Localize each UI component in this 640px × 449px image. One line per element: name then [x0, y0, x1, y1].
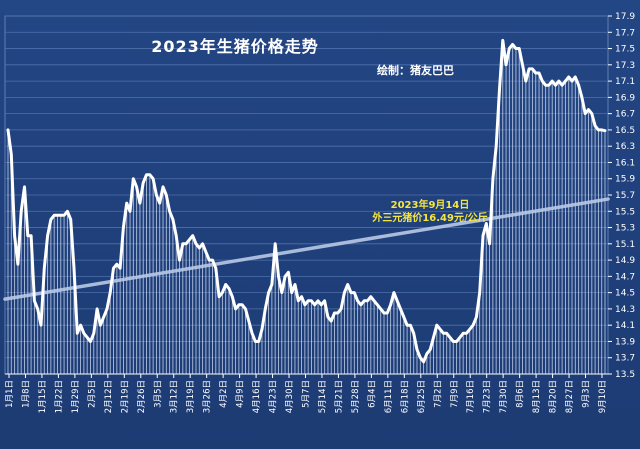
y-tick-label: 16.3 — [615, 142, 635, 152]
y-tick-label: 14.3 — [615, 305, 635, 315]
annotation-date: 2023年9月14日 — [390, 200, 470, 211]
x-tick-label: 8月20日 — [549, 380, 559, 413]
x-tick-label: 4月23日 — [269, 380, 279, 413]
x-tick-label: 7月30日 — [499, 380, 509, 413]
x-tick-label: 1月29日 — [71, 380, 81, 413]
y-tick-label: 15.5 — [615, 207, 635, 217]
y-tick-label: 14.1 — [615, 321, 635, 331]
x-tick-label: 8月6日 — [516, 380, 526, 408]
x-tick-label: 5月14日 — [318, 380, 328, 413]
y-tick-label: 14.5 — [615, 289, 635, 299]
x-tick-label: 3月26日 — [203, 380, 213, 413]
y-tick-label: 14.9 — [615, 256, 635, 266]
x-tick-label: 2月26日 — [137, 380, 147, 413]
x-tick-label: 5月21日 — [334, 380, 344, 413]
y-tick-label: 15.9 — [615, 175, 635, 185]
x-tick-label: 6月25日 — [417, 380, 427, 413]
y-tick-label: 16.7 — [615, 110, 635, 120]
chart-subtitle: 绘制：猪友巴巴 — [377, 64, 454, 77]
price-series-line — [6, 38, 607, 364]
y-tick-label: 16.9 — [615, 93, 635, 103]
x-tick-label: 5月7日 — [302, 380, 312, 408]
x-tick-label: 4月2日 — [219, 380, 229, 408]
x-tick-label: 7月9日 — [450, 380, 460, 408]
x-tick-label: 7月2日 — [433, 380, 443, 408]
x-tick-label: 8月13日 — [532, 380, 542, 413]
x-tick-label: 4月30日 — [285, 380, 295, 413]
x-tick-label: 9月3日 — [582, 380, 592, 408]
x-tick-label: 1月8日 — [21, 380, 31, 408]
y-tick-label: 13.7 — [615, 354, 635, 364]
y-tick-label: 13.9 — [615, 337, 635, 347]
y-tick-label: 16.1 — [615, 158, 635, 168]
y-tick-label: 14.7 — [615, 272, 635, 282]
y-tick-label: 17.3 — [615, 61, 635, 71]
x-tick-label: 9月10日 — [598, 380, 608, 413]
annotation-price: 外三元猪价16.49元/公斤 — [372, 213, 488, 224]
x-tick-label: 3月19日 — [186, 380, 196, 413]
trend-line — [3, 197, 610, 301]
x-tick-label: 1月15日 — [38, 380, 48, 413]
x-tick-label: 1月1日 — [5, 380, 15, 408]
y-tick-label: 17.7 — [615, 28, 635, 38]
price-annotation: 2023年9月14日 外三元猪价16.49元/公斤 — [345, 199, 515, 225]
x-tick-label: 6月4日 — [367, 380, 377, 408]
y-tick-label: 17.5 — [615, 45, 635, 55]
x-tick-label: 1月22日 — [54, 380, 64, 413]
y-tick-label: 16.5 — [615, 126, 635, 136]
y-tick-label: 17.1 — [615, 77, 635, 87]
x-tick-label: 2月5日 — [87, 380, 97, 408]
x-tick-label: 6月11日 — [384, 380, 394, 413]
x-tick-label: 4月16日 — [252, 380, 262, 413]
y-tick-label: 13.5 — [615, 370, 635, 380]
x-tick-label: 3月12日 — [170, 380, 180, 413]
x-tick-label: 4月9日 — [236, 380, 246, 408]
y-tick-label: 15.1 — [615, 240, 635, 250]
x-tick-label: 7月23日 — [483, 380, 493, 413]
x-tick-label: 3月5日 — [153, 380, 163, 408]
y-tick-label: 15.3 — [615, 224, 635, 234]
x-tick-label: 8月27日 — [565, 380, 575, 413]
x-tick-label: 2月12日 — [104, 380, 114, 413]
y-tick-label: 17.9 — [615, 12, 635, 22]
x-tick-label: 2月19日 — [120, 380, 130, 413]
x-tick-label: 7月16日 — [466, 380, 476, 413]
y-tick-label: 15.7 — [615, 191, 635, 201]
x-tick-label: 5月28日 — [351, 380, 361, 413]
x-tick-label: 6月18日 — [400, 380, 410, 413]
chart-title: 2023年生猪价格走势 — [151, 37, 319, 56]
